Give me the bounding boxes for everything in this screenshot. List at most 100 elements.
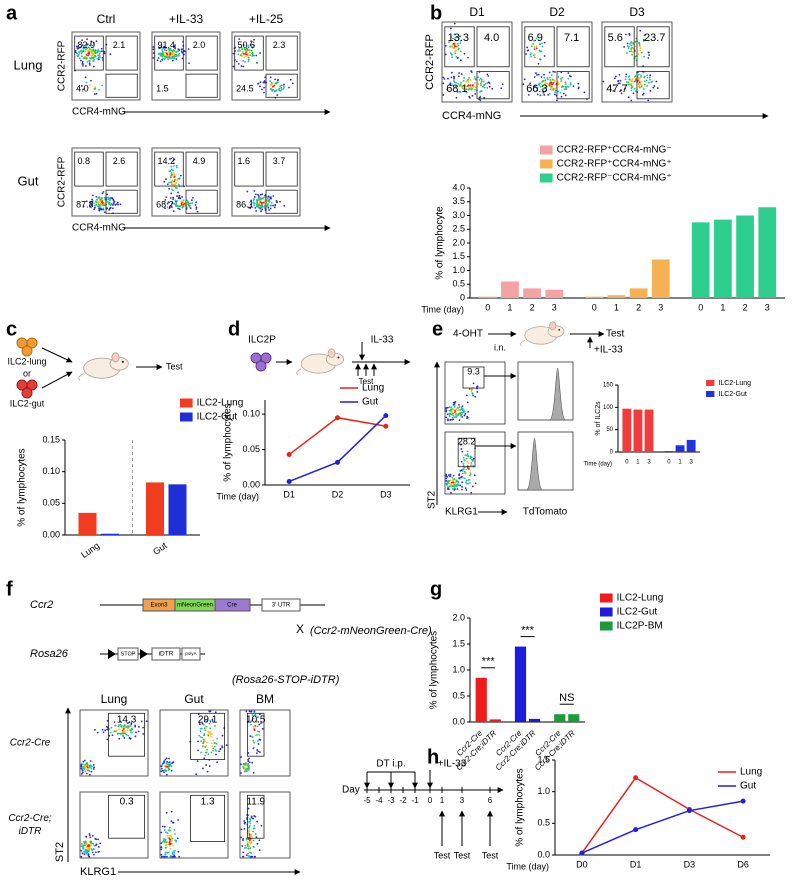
cell-label: ILC2-gut bbox=[10, 398, 45, 408]
dot bbox=[451, 485, 454, 488]
dot bbox=[450, 45, 453, 48]
bar bbox=[675, 445, 685, 452]
dot bbox=[169, 176, 172, 179]
dot bbox=[161, 855, 163, 858]
dot bbox=[482, 80, 485, 83]
dot bbox=[210, 735, 212, 738]
dot bbox=[186, 199, 188, 202]
dot bbox=[454, 410, 457, 413]
dot bbox=[207, 733, 209, 736]
x-axis-title: CCR4-mNG bbox=[442, 110, 501, 122]
dot bbox=[168, 187, 171, 190]
dot bbox=[169, 838, 171, 841]
dot bbox=[535, 72, 537, 74]
dot bbox=[180, 202, 183, 205]
dot bbox=[539, 43, 542, 46]
dot bbox=[630, 79, 633, 82]
dot bbox=[208, 765, 211, 768]
dot bbox=[248, 839, 251, 842]
dot bbox=[245, 51, 247, 54]
dot bbox=[178, 194, 181, 197]
dot bbox=[250, 49, 253, 52]
dot bbox=[86, 47, 89, 50]
dot bbox=[252, 771, 255, 774]
gate bbox=[265, 151, 298, 187]
dot bbox=[445, 407, 448, 410]
dot bbox=[250, 720, 252, 723]
dot bbox=[95, 201, 98, 204]
connector: or bbox=[23, 368, 31, 378]
dot bbox=[257, 750, 260, 753]
element bbox=[151, 647, 181, 661]
dot bbox=[486, 87, 489, 89]
dot bbox=[455, 49, 458, 52]
dot bbox=[642, 92, 645, 95]
dot bbox=[467, 410, 470, 413]
dot bbox=[457, 47, 460, 50]
dot bbox=[253, 198, 255, 201]
y-tick-label: 0.00 bbox=[242, 479, 260, 489]
dot bbox=[168, 49, 171, 52]
legend-label: Lung bbox=[362, 383, 384, 394]
day-label: 6 bbox=[488, 796, 493, 805]
dot bbox=[480, 90, 483, 93]
dot bbox=[453, 416, 456, 419]
dot bbox=[455, 480, 458, 483]
dot bbox=[168, 757, 170, 760]
dot bbox=[628, 34, 631, 36]
dot bbox=[88, 769, 91, 772]
dot bbox=[203, 757, 206, 760]
dot bbox=[557, 90, 560, 93]
dot bbox=[86, 843, 89, 846]
dot bbox=[446, 475, 449, 478]
dot bbox=[445, 416, 448, 419]
gate-value: 14.3 bbox=[117, 715, 137, 726]
dot bbox=[162, 52, 164, 55]
bar bbox=[607, 295, 626, 298]
legend-swatch bbox=[600, 607, 613, 617]
dot bbox=[452, 408, 455, 411]
histogram bbox=[549, 367, 566, 421]
dot bbox=[138, 725, 140, 728]
dot bbox=[260, 722, 262, 725]
dot bbox=[113, 730, 116, 733]
gate-value: 1.6 bbox=[237, 156, 250, 166]
dot bbox=[537, 62, 540, 65]
y-tick-label: 0.5 bbox=[537, 818, 550, 828]
dot bbox=[88, 64, 91, 66]
dot bbox=[243, 48, 246, 51]
dot bbox=[552, 79, 555, 82]
dot bbox=[458, 403, 460, 406]
dot bbox=[653, 85, 656, 87]
y-tick-label: 1.0 bbox=[452, 664, 465, 674]
significance-label: *** bbox=[521, 625, 535, 637]
dot bbox=[469, 455, 472, 458]
dot bbox=[564, 83, 567, 85]
dot bbox=[255, 54, 258, 57]
dot bbox=[647, 51, 650, 54]
dot bbox=[617, 82, 620, 85]
dot bbox=[250, 710, 252, 713]
dot bbox=[122, 735, 125, 738]
dot bbox=[263, 204, 266, 207]
dot bbox=[183, 204, 186, 207]
dots bbox=[445, 443, 477, 494]
panel-label: e bbox=[432, 318, 443, 340]
dot bbox=[462, 464, 465, 467]
row-label: Ccr2-Cre; bbox=[8, 813, 52, 824]
dot bbox=[272, 195, 275, 197]
dot bbox=[170, 769, 173, 772]
bar bbox=[501, 281, 519, 298]
dot bbox=[197, 749, 199, 752]
dot bbox=[244, 844, 247, 847]
dot bbox=[541, 42, 543, 45]
dot bbox=[160, 46, 163, 48]
x-tick-label: D3 bbox=[380, 489, 392, 499]
dot bbox=[462, 456, 465, 459]
gate-value: 2.0 bbox=[193, 40, 206, 50]
dot bbox=[474, 81, 476, 84]
dot bbox=[109, 731, 112, 734]
dot bbox=[442, 82, 445, 85]
x-axis-title: CCR4-mNG bbox=[72, 107, 126, 118]
readout: Test bbox=[166, 361, 183, 371]
